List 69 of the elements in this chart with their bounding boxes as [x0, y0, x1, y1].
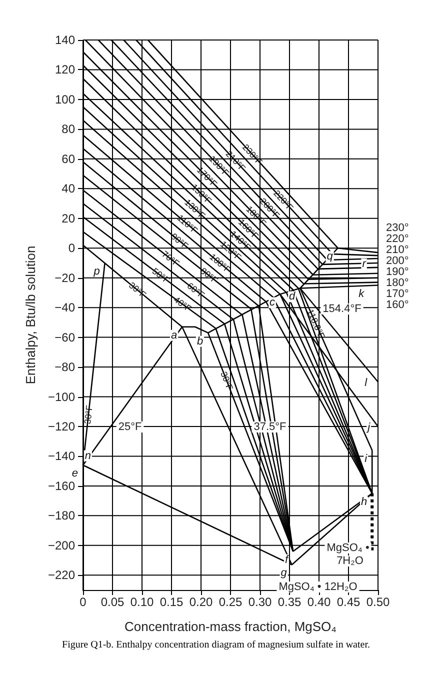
x-tick-label: 0.15	[160, 595, 184, 609]
text: 70°F	[160, 248, 182, 269]
x-axis-title: Concentration-mass fraction, MgSO₄	[124, 619, 336, 634]
annotation: d	[288, 290, 296, 303]
x-tick-label: 0.25	[218, 595, 242, 609]
annotation: 210°	[386, 244, 409, 256]
annotation: 230°	[386, 222, 409, 234]
y-tick-label: 100	[54, 92, 76, 106]
x-tick-label: 0.45	[336, 595, 360, 609]
annotation: f	[284, 554, 289, 566]
y-tick-label: 120	[54, 62, 76, 77]
x-tick-label: 0.40	[307, 595, 331, 609]
text: Figure Q1-b. Enthalpy concentration diagram of magnesium sulfate in water.	[62, 640, 370, 650]
x-tick-label: 0.50	[366, 595, 390, 609]
annotation: i	[364, 452, 368, 465]
y-tick-label: −60	[54, 330, 76, 344]
text: 30°F	[218, 370, 236, 392]
annotation: k	[358, 288, 365, 300]
annotation: n	[84, 450, 91, 462]
annotation: q	[326, 250, 334, 263]
x-tick-label: 0	[80, 595, 87, 609]
y-tick-label: 0	[68, 241, 76, 256]
y-tick-label: 140	[54, 33, 76, 47]
text: 30°F	[126, 280, 148, 300]
annotation: 180°	[386, 276, 409, 289]
annotation: h	[360, 496, 368, 508]
y-axis-title: Enthalpy, Btu/lb solution	[23, 246, 38, 384]
annotation: p	[92, 265, 100, 278]
y-tick-label: 40	[62, 182, 76, 196]
text: 30°F	[82, 404, 95, 425]
x-tick-label: 0.10	[130, 595, 154, 609]
y-tick-label: −80	[54, 360, 76, 374]
x-tick-label: 0.20	[189, 595, 213, 609]
annotation: r	[362, 258, 368, 270]
y-tick-label: −220	[48, 568, 76, 582]
y-tick-label: −160	[48, 478, 76, 493]
annotation: b	[196, 335, 204, 348]
annotation: 37.5°F	[254, 421, 287, 433]
y-tick-label: −100	[48, 390, 76, 404]
y-tick-label: 20	[62, 211, 76, 226]
y-tick-label: 80	[62, 122, 76, 136]
annotation: 160°	[386, 298, 409, 311]
x-tick-label: 0.30	[248, 595, 272, 609]
y-tick-label: −180	[48, 508, 76, 523]
x-tick-label: 0.05	[100, 595, 124, 609]
annotation: e	[72, 468, 78, 480]
annotation: 154.4°F	[322, 303, 362, 315]
annotation: g	[280, 567, 288, 580]
y-tick-label: −140	[48, 449, 76, 464]
text: 90°F	[169, 231, 191, 252]
y-tick-label: −40	[54, 300, 76, 315]
annotation: 25°F	[118, 421, 142, 433]
annotation: 170°	[386, 288, 409, 300]
annotation: l	[364, 376, 368, 389]
annotation: MgSO₄ • 12H₂O	[278, 581, 358, 593]
annotation: j	[366, 422, 371, 434]
y-tick-label: −20	[54, 270, 76, 285]
y-tick-label: −200	[48, 538, 76, 552]
annotation: c	[270, 296, 276, 309]
y-tick-label: 60	[62, 152, 76, 166]
annotation: 190°	[386, 266, 409, 278]
text: 50°F	[150, 266, 172, 286]
annotation: 200°	[386, 254, 409, 267]
annotation: 7H₂O	[336, 555, 364, 567]
annotation: a	[170, 329, 178, 342]
x-tick-label: 0.35	[278, 595, 302, 609]
annotation: 220°	[386, 232, 409, 245]
y-tick-label: −120	[48, 419, 76, 434]
annotation: MgSO₄ •	[326, 542, 370, 554]
